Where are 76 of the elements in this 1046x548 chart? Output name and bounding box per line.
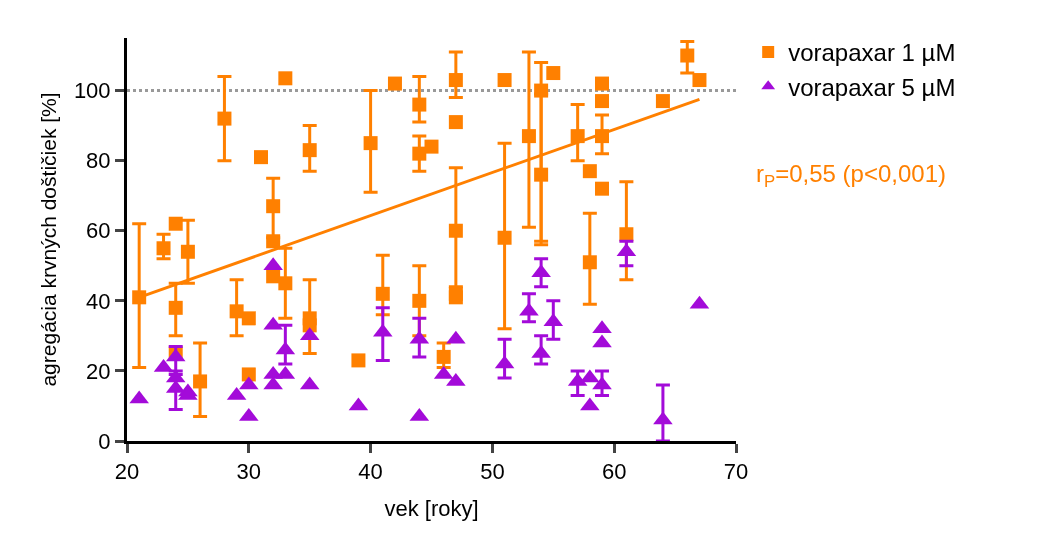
point	[582, 255, 597, 270]
point	[302, 143, 317, 158]
point	[531, 264, 551, 278]
point	[263, 316, 283, 330]
x-tick-label: 60	[601, 459, 627, 485]
y-tick-label: 80	[86, 148, 111, 174]
y-tick-label: 20	[86, 358, 111, 384]
point	[580, 369, 600, 383]
point	[580, 397, 600, 411]
point	[129, 390, 149, 404]
y-tick-label: 0	[98, 428, 111, 454]
point	[229, 304, 244, 319]
point	[595, 76, 610, 91]
point	[592, 320, 612, 334]
x-tick-label: 70	[723, 459, 749, 485]
point	[263, 376, 283, 390]
point	[546, 66, 561, 81]
x-tick-label: 30	[236, 459, 262, 485]
point	[168, 300, 183, 315]
point	[363, 136, 378, 151]
point	[448, 73, 463, 88]
point	[168, 216, 183, 231]
point	[375, 286, 390, 301]
point	[156, 241, 171, 256]
point	[534, 83, 549, 98]
point	[253, 150, 268, 165]
point	[446, 372, 466, 386]
point	[521, 129, 536, 144]
point	[412, 97, 427, 112]
point	[592, 376, 612, 390]
point	[193, 374, 208, 389]
y-tick-label: 60	[86, 218, 111, 244]
point	[351, 353, 366, 368]
y-tick-label: 100	[73, 78, 111, 104]
point	[446, 330, 466, 344]
point	[278, 276, 293, 291]
x-tick-label: 20	[114, 459, 140, 485]
point	[497, 73, 512, 88]
point	[534, 167, 549, 182]
point	[241, 311, 256, 326]
point	[448, 223, 463, 238]
point	[436, 349, 451, 364]
point	[680, 48, 695, 63]
point	[412, 146, 427, 161]
point	[619, 227, 634, 242]
point	[263, 257, 283, 271]
y-axis-title: agregácia krvných doštičiek [%]	[37, 92, 61, 387]
point	[497, 230, 512, 245]
y-tick-label: 40	[86, 288, 111, 314]
point	[692, 73, 707, 88]
point	[266, 199, 281, 214]
x-tick-label: 40	[358, 459, 383, 485]
point	[266, 234, 281, 249]
point	[519, 302, 539, 316]
point	[412, 293, 427, 308]
point	[448, 115, 463, 130]
point	[424, 139, 439, 154]
legend-label: vorapaxar 5 µM	[788, 73, 956, 101]
point	[241, 367, 256, 382]
point	[592, 334, 612, 348]
point	[278, 71, 293, 86]
point	[653, 411, 673, 425]
point	[217, 111, 232, 126]
text: r$_{P}$=0,55 (p<0,001)	[756, 160, 947, 192]
point	[595, 94, 610, 109]
point	[180, 244, 195, 259]
x-axis-title: vek [roky]	[384, 496, 479, 522]
point	[387, 76, 402, 91]
point	[302, 318, 317, 333]
point	[595, 181, 610, 196]
legend-label: vorapaxar 1 µM	[788, 39, 956, 67]
point	[582, 164, 597, 179]
point	[655, 94, 670, 109]
x-tick-label: 50	[480, 459, 505, 485]
point	[531, 344, 551, 358]
point	[448, 290, 463, 305]
